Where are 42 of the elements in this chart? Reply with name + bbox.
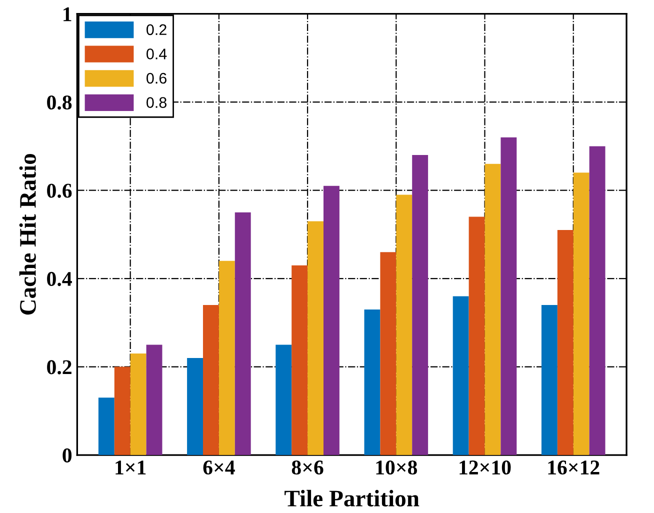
- x-tick-label: 12×10: [460, 460, 511, 475]
- legend-label: 0.8: [146, 97, 166, 108]
- x-tick-label: 6×4: [203, 460, 235, 475]
- x-tick-label: 16×12: [548, 460, 600, 475]
- bar: [468, 216, 485, 456]
- y-tick-label: 1: [64, 7, 72, 22]
- y-tick-label: 0.2: [47, 360, 72, 374]
- bar: [573, 172, 590, 456]
- legend-label: 0.4: [146, 48, 167, 60]
- bar: [276, 344, 292, 456]
- legend-label: 0.2: [146, 24, 166, 36]
- bar: [324, 186, 340, 456]
- bar: [380, 252, 396, 456]
- bar: [541, 305, 558, 456]
- bar: [202, 305, 219, 456]
- bar: [484, 164, 501, 456]
- x-tick-label: 10×8: [376, 460, 418, 475]
- y-axis-title: Cache Hit Ratio: [19, 154, 36, 315]
- x-axis-title: Tile Partition: [284, 490, 420, 507]
- bar: [187, 358, 203, 456]
- y-tick-label: 0: [62, 448, 72, 462]
- bar: [130, 354, 146, 456]
- x-tick-label: 8×6: [292, 460, 324, 475]
- bar: [218, 260, 235, 456]
- bar: [500, 137, 517, 456]
- bar: [396, 194, 412, 456]
- bar: [308, 221, 324, 456]
- bar: [114, 366, 130, 456]
- bar: [589, 146, 606, 456]
- bar: [364, 309, 380, 456]
- y-tick-label: 0.4: [47, 272, 72, 286]
- bar: [98, 398, 114, 456]
- x-tick-label: 1×1: [116, 460, 146, 474]
- bar: [412, 155, 428, 456]
- bar: [292, 265, 308, 456]
- y-tick-label: 0.8: [47, 95, 72, 110]
- bar: [452, 296, 469, 456]
- y-tick-label: 0.6: [47, 184, 72, 198]
- bar: [146, 344, 162, 456]
- legend-label: 0.6: [146, 72, 166, 84]
- bar: [557, 230, 574, 456]
- bar: [234, 212, 251, 456]
